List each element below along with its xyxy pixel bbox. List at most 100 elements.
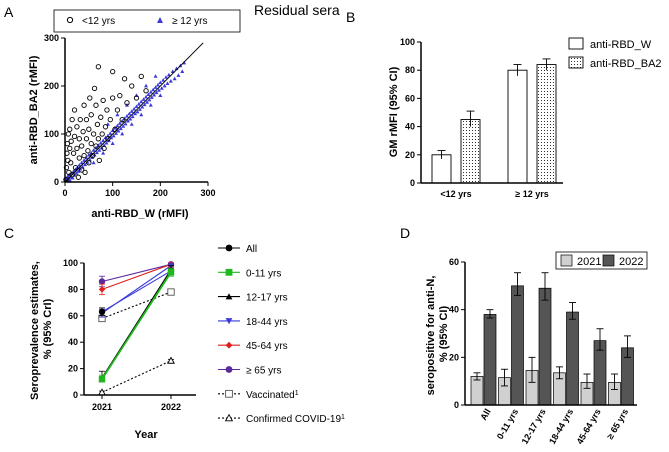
- panel-b-ticks: 0 20 40 60 80 100: [400, 37, 421, 188]
- panel-d-xtick-label-5: ≥ 65 yrs: [605, 407, 630, 441]
- scatter-point-under12-14: [71, 133, 78, 140]
- scatter-point-under12-52: [105, 136, 111, 142]
- scatter-point-12plus-100: [101, 151, 106, 155]
- panel-b-label: B: [346, 9, 355, 25]
- panel-c-line-7: [101, 360, 172, 393]
- scatter-point-under12-36: [88, 112, 94, 118]
- scatter-point-under12-37: [89, 152, 96, 159]
- panel-c-ytick-label-4: 80: [68, 284, 78, 294]
- scatter-point-under12-43: [95, 136, 102, 142]
- scatter-point-under12-19: [75, 174, 81, 180]
- scatter-point-under12-7: [67, 145, 73, 152]
- panel-d-xtick-label-4: 45-64 yrs: [575, 407, 603, 446]
- scatter-point-12plus-89: [165, 81, 170, 85]
- scatter-point-under12-45: [96, 157, 102, 164]
- panel-c-legend-marker-3: [225, 318, 233, 325]
- legend-swatch-dotted: [568, 56, 584, 69]
- scatter-point-12plus-97: [180, 69, 185, 73]
- panel-c-line-1: [101, 271, 172, 380]
- panel-c-ticks: 0 20 40 60 80 100 2021 2022: [63, 258, 181, 412]
- panel-c-point-4-0: [98, 286, 106, 293]
- scatter-point-12plus-78: [151, 87, 156, 92]
- scatter-point-12plus-51: [118, 126, 123, 131]
- scatter-point-under12-61: [124, 100, 130, 106]
- scatter-point-12plus-68: [139, 99, 144, 104]
- scatter-point-12plus-62: [132, 106, 137, 111]
- scatter-point-12plus-50: [117, 121, 122, 125]
- panel-b-ytick-label-1: 20: [405, 150, 415, 160]
- scatter-point-12plus-95: [176, 73, 181, 77]
- panel-c-point-1-1: [167, 269, 175, 276]
- scatter-point-under12-1: [63, 164, 70, 171]
- scatter-point-under12-42: [94, 121, 101, 128]
- scatter-point-12plus-108: [115, 112, 120, 117]
- panel-b-ytick-label-3: 60: [405, 93, 415, 103]
- scatter-point-12plus-20: [82, 158, 87, 162]
- panel-c-xtick-label-1: 2022: [161, 402, 181, 412]
- panel-a-xtick-label-0: 0: [62, 188, 67, 198]
- scatter-point-12plus-91: [168, 79, 173, 83]
- panel-a-xlabel: anti-RBD_W (rMFI): [91, 208, 188, 220]
- scatter-point-12plus-42: [108, 131, 113, 135]
- panel-a-ytick-label-3: 300: [44, 33, 59, 43]
- scatter-point-under12-9: [68, 160, 74, 166]
- panel-a-legend-label-1: ≥ 12 yrs: [172, 16, 208, 27]
- scatter-point-12plus-36: [101, 138, 106, 143]
- scatter-point-under12-16: [72, 164, 79, 171]
- panel-c-point-7-1: [167, 356, 175, 364]
- scatter-point-12plus-104: [139, 112, 144, 117]
- scatter-point-under12-32: [86, 160, 92, 166]
- scatter-point-12plus-71: [142, 102, 147, 107]
- scatter-point-under12-22: [77, 116, 83, 123]
- scatter-point-12plus-58: [127, 111, 132, 116]
- scatter-point-under12-8: [67, 126, 73, 132]
- scatter-point-under12-20: [76, 155, 82, 161]
- panel-c-line-0: [101, 270, 172, 313]
- scatter-point-12plus-99: [91, 160, 96, 165]
- scatter-point-under12-18: [74, 124, 80, 130]
- panel-b-ytick-label-5: 100: [400, 37, 415, 47]
- scatter-point-under12-50: [102, 124, 109, 130]
- legend-swatch-light: [560, 254, 573, 267]
- scatter-point-under12-5: [65, 131, 71, 137]
- panel-a-legend-frame: [53, 9, 241, 33]
- panel-c-ytick-label-1: 20: [68, 364, 78, 374]
- panel-a-ytick-label-1: 100: [44, 129, 59, 139]
- panel-d-ytick-label-3: 60: [449, 257, 459, 267]
- legend-swatch-open: [568, 37, 584, 50]
- scatter-point-12plus-63: [133, 111, 138, 116]
- scatter-point-12plus-66: [136, 102, 141, 106]
- panel-a-ytick-label-2: 200: [44, 81, 59, 91]
- legend-swatch-dark: [602, 254, 615, 267]
- panel-c-point-6-1: [167, 288, 175, 296]
- panel-d-ticks: 0 20 40 60: [449, 257, 465, 410]
- scatter-point-12plus-55: [123, 121, 128, 126]
- panel-c-xtick-label-0: 2021: [92, 402, 112, 412]
- panel-d-ytick-label-2: 40: [449, 305, 459, 315]
- panel-d-bars: All 0-11 yrs 12-17 yrs 18-44 yrs 45-64 yrs ≥ …: [470, 272, 634, 446]
- scatter-point-12plus-101: [110, 141, 115, 145]
- panel-c-legend-marker-5: [225, 366, 233, 373]
- panel-d-bar-1-3: [566, 311, 579, 406]
- panel-b-ylabel: GM rMFI (95% CI): [388, 66, 400, 157]
- scatter-point-12plus-70: [141, 97, 146, 101]
- panel-c-legend-label-6: Vaccinated1: [246, 389, 299, 401]
- panel-d-legend: 2021 2022: [555, 251, 648, 270]
- scatter-point-under12-27: [81, 102, 87, 108]
- panel-a-fit-line: [64, 42, 204, 183]
- panel-d-legend-label-1: 2022: [619, 256, 643, 268]
- panel-a-xtick-label-1: 100: [105, 188, 120, 198]
- panel-b-legend: anti-RBD_W anti-RBD_BA2: [568, 37, 662, 70]
- scatter-point-12plus-28: [91, 148, 96, 152]
- panel-c-legend-marker-0: [225, 244, 233, 252]
- panel-c-legend-label-2: 12-17 yrs: [246, 293, 288, 304]
- scatter-point-12plus-88: [164, 75, 169, 79]
- panel-c-ytick-label-0: 0: [73, 390, 78, 400]
- panel-c-legend-marker-4: [225, 341, 233, 349]
- scatter-point-12plus-46: [113, 126, 118, 130]
- panel-a-label: A: [4, 4, 14, 20]
- scatter-point-12plus-75: [147, 97, 152, 102]
- scatter-point-under12-57: [114, 107, 121, 113]
- scatter-point-under12-28: [82, 169, 88, 176]
